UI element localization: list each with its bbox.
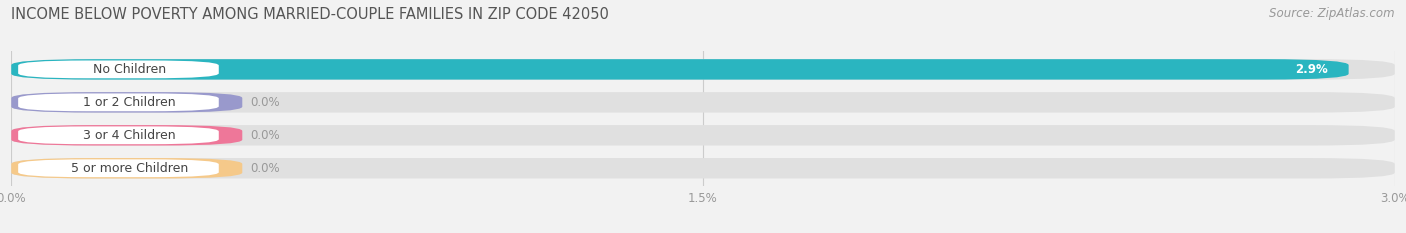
- FancyBboxPatch shape: [11, 125, 242, 146]
- Text: INCOME BELOW POVERTY AMONG MARRIED-COUPLE FAMILIES IN ZIP CODE 42050: INCOME BELOW POVERTY AMONG MARRIED-COUPL…: [11, 7, 609, 22]
- Text: No Children: No Children: [93, 63, 166, 76]
- Text: 3 or 4 Children: 3 or 4 Children: [83, 129, 176, 142]
- FancyBboxPatch shape: [11, 158, 242, 178]
- FancyBboxPatch shape: [11, 59, 1395, 80]
- Text: 0.0%: 0.0%: [250, 162, 280, 175]
- Text: 0.0%: 0.0%: [250, 129, 280, 142]
- Text: 5 or more Children: 5 or more Children: [70, 162, 188, 175]
- FancyBboxPatch shape: [11, 158, 1395, 178]
- Text: Source: ZipAtlas.com: Source: ZipAtlas.com: [1270, 7, 1395, 20]
- FancyBboxPatch shape: [11, 59, 1348, 80]
- FancyBboxPatch shape: [11, 92, 1395, 113]
- FancyBboxPatch shape: [11, 125, 1395, 146]
- FancyBboxPatch shape: [11, 92, 242, 113]
- FancyBboxPatch shape: [18, 61, 219, 78]
- FancyBboxPatch shape: [18, 93, 219, 111]
- FancyBboxPatch shape: [18, 159, 219, 177]
- Text: 2.9%: 2.9%: [1295, 63, 1327, 76]
- FancyBboxPatch shape: [18, 127, 219, 144]
- Text: 0.0%: 0.0%: [250, 96, 280, 109]
- Text: 1 or 2 Children: 1 or 2 Children: [83, 96, 176, 109]
